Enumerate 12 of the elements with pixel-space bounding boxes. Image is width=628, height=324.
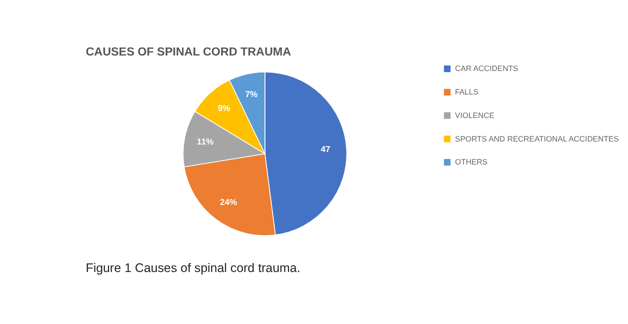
data-label: 9% — [218, 103, 231, 114]
legend-label: OTHERS — [455, 158, 488, 167]
data-label: 24% — [220, 196, 238, 207]
data-label: 7% — [245, 88, 258, 99]
legend-label: CAR ACCIDENTS — [455, 64, 518, 74]
data-label: 11% — [196, 136, 214, 146]
legend-label: FALLS — [455, 88, 478, 97]
legend-label: VIOLENCE — [455, 110, 494, 120]
data-label: 47 — [320, 144, 331, 154]
legend-label: SPORTS AND RECREATIONAL ACCIDENTES — [455, 134, 619, 144]
caption: Figure 1 Causes of spinal cord trauma. — [86, 261, 300, 276]
chart-title: CAUSES OF SPINAL CORD TRAUMA — [86, 46, 292, 59]
